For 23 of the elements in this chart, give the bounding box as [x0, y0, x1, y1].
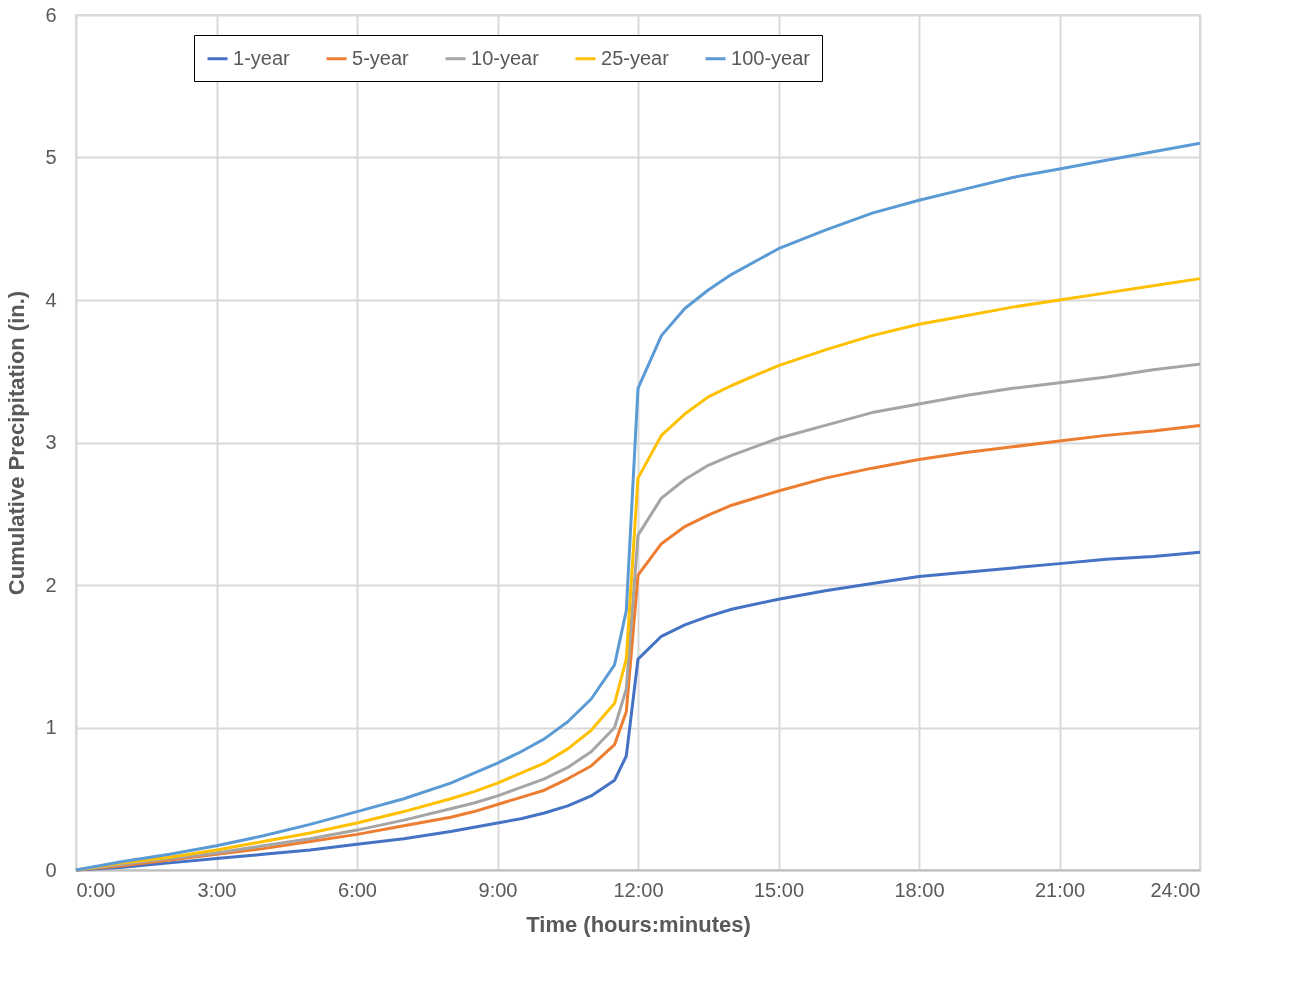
- legend-label: 1-year: [233, 46, 291, 69]
- y-tick-label: 0: [45, 858, 57, 881]
- legend-label: 5-year: [352, 46, 410, 69]
- y-tick-label: 1: [45, 716, 57, 738]
- x-tick-label: 15:00: [753, 878, 805, 901]
- y-tick-label: 2: [45, 573, 57, 596]
- legend-label: 100-year: [731, 46, 811, 69]
- x-tick-label: 0:00: [76, 878, 116, 901]
- legend-label: 25-year: [601, 46, 670, 69]
- x-tick-label: 3:00: [197, 878, 237, 901]
- x-tick-label: 12:00: [613, 878, 664, 901]
- x-tick-label: 9:00: [478, 878, 518, 901]
- y-tick-label: 5: [45, 146, 57, 168]
- x-tick-label: 18:00: [894, 878, 945, 901]
- x-tick-label: 24:00: [1150, 878, 1201, 901]
- x-axis-title: Time (hours:minutes): [526, 911, 751, 937]
- y-tick-label: 3: [45, 431, 57, 453]
- x-tick-label: 21:00: [1034, 878, 1086, 901]
- y-axis-title: Cumulative Precipitation (in.): [4, 290, 30, 596]
- legend-label: 10-year: [471, 46, 540, 69]
- y-tick-label: 4: [45, 288, 57, 311]
- y-tick-label: 6: [45, 3, 57, 26]
- x-tick-label: 6:00: [338, 878, 377, 901]
